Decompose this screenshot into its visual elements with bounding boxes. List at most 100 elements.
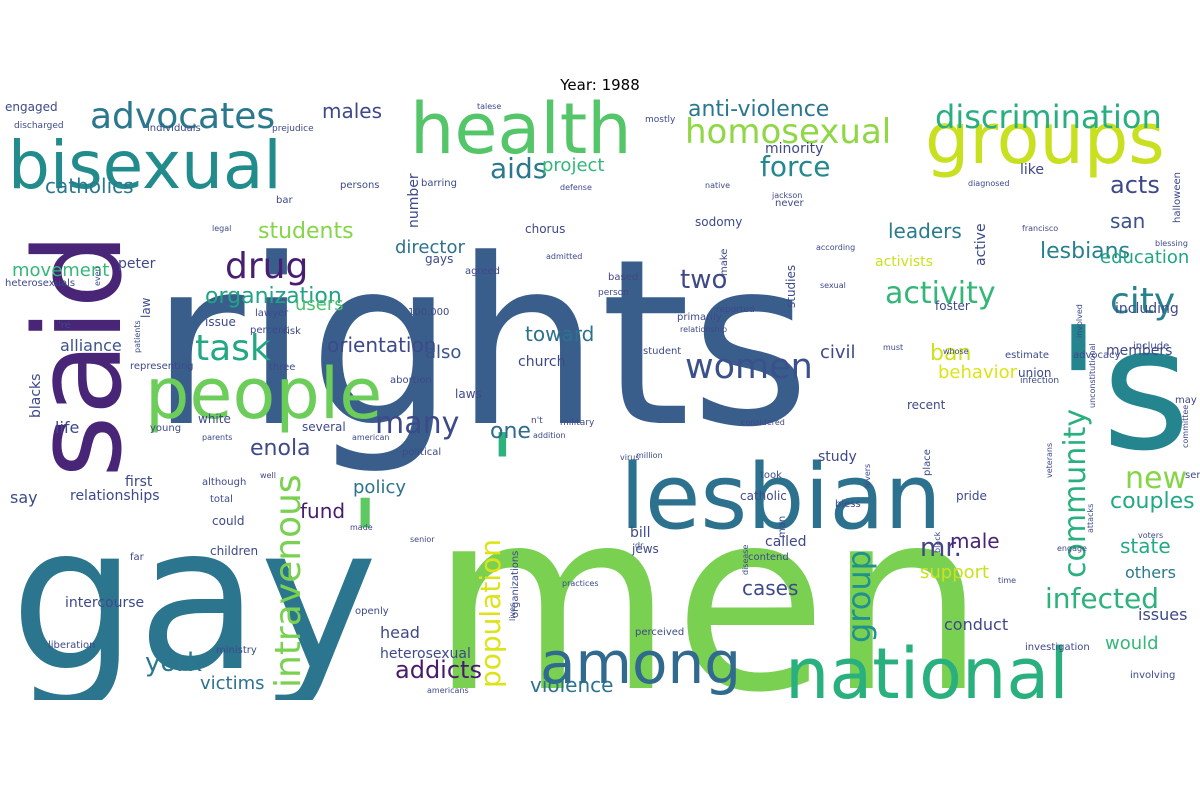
word-34: anti-violence bbox=[688, 98, 829, 122]
word-131: bar bbox=[276, 195, 293, 206]
word-72: heterosexual bbox=[380, 646, 471, 662]
word-125: prejudice bbox=[272, 124, 314, 134]
word-93: gays bbox=[425, 252, 453, 266]
word-99: total bbox=[210, 494, 233, 505]
word-19: aids bbox=[490, 152, 547, 185]
word-81: number bbox=[406, 173, 422, 228]
word-190: attacks bbox=[1086, 504, 1095, 533]
word-100: young bbox=[150, 423, 181, 434]
word-174: million bbox=[636, 451, 663, 460]
word-118: openly bbox=[355, 606, 389, 617]
word-108: foster bbox=[935, 299, 970, 313]
word-54: fund bbox=[300, 499, 345, 523]
word-193: time bbox=[998, 576, 1016, 585]
word-9: people bbox=[145, 353, 382, 435]
word-94: bill bbox=[630, 525, 651, 541]
word-145: based bbox=[608, 272, 638, 283]
word-123: discharged bbox=[14, 121, 64, 131]
word-46: couples bbox=[1110, 489, 1195, 514]
word-154: risk bbox=[283, 326, 301, 337]
word-159: infection bbox=[1020, 376, 1059, 386]
word-80: including bbox=[1115, 301, 1179, 317]
word-27: population bbox=[474, 539, 507, 688]
word-192: practices bbox=[562, 579, 599, 588]
word-150: 're bbox=[58, 320, 71, 331]
word-6: bisexual bbox=[8, 127, 282, 204]
word-186: dr. bbox=[635, 541, 645, 550]
word-144: heterosexuals bbox=[5, 278, 75, 289]
word-91: sodomy bbox=[695, 215, 742, 229]
word-179: took bbox=[760, 470, 782, 481]
word-187: man bbox=[777, 516, 788, 538]
word-177: place bbox=[922, 449, 933, 476]
word-160: student bbox=[643, 346, 681, 357]
word-109: include bbox=[1133, 341, 1169, 352]
word-77: called bbox=[765, 534, 807, 550]
word-32: york bbox=[145, 648, 202, 678]
word-98: could bbox=[212, 514, 245, 528]
word-36: enola bbox=[250, 436, 311, 461]
word-129: barring bbox=[421, 178, 457, 189]
word-104: issue bbox=[205, 315, 236, 329]
word-51: male bbox=[950, 529, 1000, 553]
word-82: minority bbox=[765, 141, 823, 157]
word-56: director bbox=[395, 237, 465, 258]
word-92: studies bbox=[784, 265, 798, 308]
word-135: diagnosed bbox=[968, 179, 1009, 188]
word-24: many bbox=[375, 406, 459, 441]
word-170: considered bbox=[741, 418, 785, 427]
word-53: toward bbox=[525, 322, 594, 346]
word-20: task bbox=[195, 328, 271, 369]
word-5: said bbox=[10, 232, 149, 478]
word-168: american bbox=[352, 433, 390, 442]
word-124: individuals bbox=[147, 123, 201, 134]
word-96: intercourse bbox=[65, 595, 144, 611]
word-175: veterans bbox=[1045, 443, 1054, 478]
word-57: movement bbox=[12, 260, 109, 281]
word-79: activists bbox=[875, 254, 933, 270]
word-2: gay bbox=[10, 483, 378, 700]
word-157: representing bbox=[130, 361, 194, 372]
word-151: percent bbox=[250, 325, 288, 336]
word-86: relationships bbox=[70, 488, 160, 504]
word-188: black bbox=[933, 531, 942, 553]
word-78: members bbox=[1106, 343, 1172, 359]
word-140: even bbox=[93, 266, 102, 286]
word-161: whose bbox=[943, 347, 969, 356]
word-147: reported bbox=[716, 305, 755, 315]
word-130: defense bbox=[560, 183, 592, 192]
word-8: groups bbox=[925, 98, 1165, 180]
word-42: leaders bbox=[888, 219, 962, 243]
word-155: must bbox=[883, 343, 903, 352]
word-22: activity bbox=[885, 276, 996, 311]
word-176: unconstitutional bbox=[1088, 343, 1097, 408]
word-120: organizations bbox=[510, 551, 521, 618]
word-171: committee bbox=[1181, 405, 1190, 448]
word-111: recent bbox=[907, 398, 946, 412]
word-141: agreed bbox=[465, 266, 500, 277]
word-3: lesbian bbox=[620, 445, 942, 550]
word-178: although bbox=[202, 477, 246, 488]
word-0: rights bbox=[150, 211, 810, 478]
word-40: students bbox=[258, 219, 354, 244]
word-133: jackson bbox=[771, 191, 802, 200]
word-52: also bbox=[425, 342, 461, 363]
word-180: well bbox=[260, 471, 276, 480]
word-164: abortion bbox=[390, 375, 432, 386]
word-103: laws bbox=[455, 387, 482, 401]
word-101: white bbox=[198, 412, 231, 426]
word-28: group bbox=[840, 550, 878, 643]
word-71: conduct bbox=[944, 615, 1008, 634]
word-97: children bbox=[210, 544, 258, 558]
word-50: ban bbox=[930, 341, 971, 366]
word-63: users bbox=[295, 294, 344, 315]
word-83: like bbox=[1020, 162, 1044, 178]
word-107: make bbox=[719, 249, 730, 276]
word-44: acts bbox=[1110, 171, 1160, 199]
word-33: force bbox=[760, 150, 831, 183]
word-67: others bbox=[1125, 563, 1176, 582]
word-173: virus bbox=[620, 453, 639, 462]
word-1: men bbox=[430, 456, 986, 700]
word-43: lesbians bbox=[1040, 239, 1130, 264]
word-17: discrimination bbox=[935, 98, 1162, 136]
